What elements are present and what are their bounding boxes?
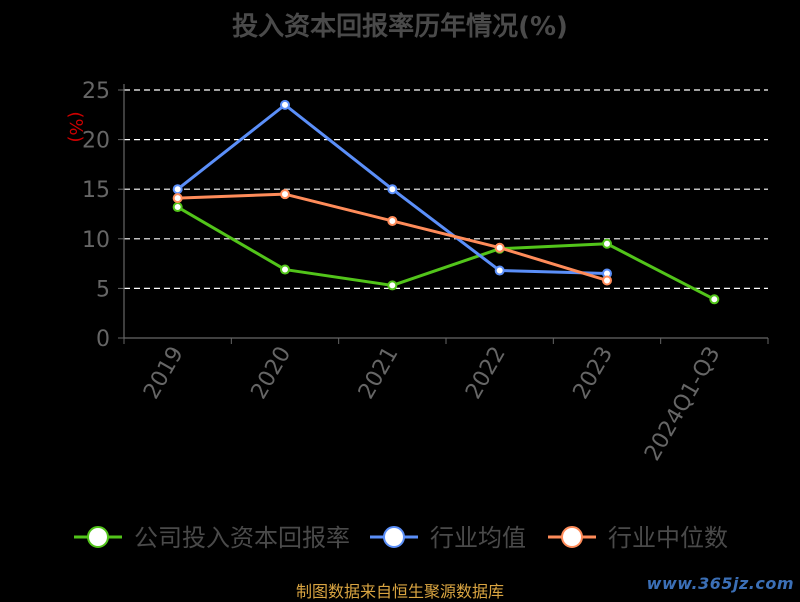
source-note: 制图数据来自恒生聚源数据库: [295, 582, 504, 601]
grid-lines: [124, 89, 768, 289]
data-point[interactable]: [494, 242, 505, 253]
watermark: www.365jz.com: [646, 574, 794, 593]
legend-label[interactable]: 行业均值: [430, 524, 526, 552]
data-point[interactable]: [709, 294, 720, 305]
legend-marker[interactable]: [383, 526, 405, 548]
legend-label[interactable]: 行业中位数: [608, 524, 728, 552]
data-point[interactable]: [172, 193, 183, 204]
data-point[interactable]: [387, 215, 398, 226]
x-tick-label: 2022: [461, 342, 511, 403]
y-tick-label: 5: [96, 277, 110, 302]
data-point[interactable]: [602, 238, 612, 249]
x-tick-label: 2023: [569, 343, 619, 404]
y-tick-label: 20: [82, 129, 110, 154]
data-point[interactable]: [494, 265, 505, 276]
data-point[interactable]: [172, 184, 183, 195]
data-point[interactable]: [280, 264, 290, 275]
x-tick-label: 2024Q1-Q3: [640, 343, 725, 466]
y-tick-label: 0: [96, 327, 110, 352]
y-tick-label: 10: [82, 228, 110, 253]
legend-label[interactable]: 公司投入资本回报率: [134, 524, 350, 552]
chart-title: 投入资本回报率历年情况(%): [232, 12, 568, 42]
y-axis-label: (%): [65, 111, 86, 142]
y-tick-label: 25: [82, 79, 110, 104]
series-line: [177, 192, 608, 282]
legend: 公司投入资本回报率 行业均值 行业中位数: [74, 524, 728, 552]
data-point[interactable]: [602, 275, 612, 286]
x-tick-label: 2019: [139, 343, 189, 404]
legend-marker[interactable]: [561, 526, 583, 548]
data-point[interactable]: [280, 189, 290, 200]
data-point[interactable]: [172, 202, 183, 213]
x-tick-label: 2021: [354, 343, 404, 404]
data-point[interactable]: [387, 280, 398, 291]
y-tick-label: 15: [82, 178, 110, 203]
data-point[interactable]: [280, 99, 290, 110]
data-point[interactable]: [387, 184, 398, 195]
x-tick-label: 2020: [247, 343, 297, 404]
series-line: [176, 205, 716, 301]
legend-marker[interactable]: [87, 526, 109, 548]
series-lines: [172, 99, 720, 305]
